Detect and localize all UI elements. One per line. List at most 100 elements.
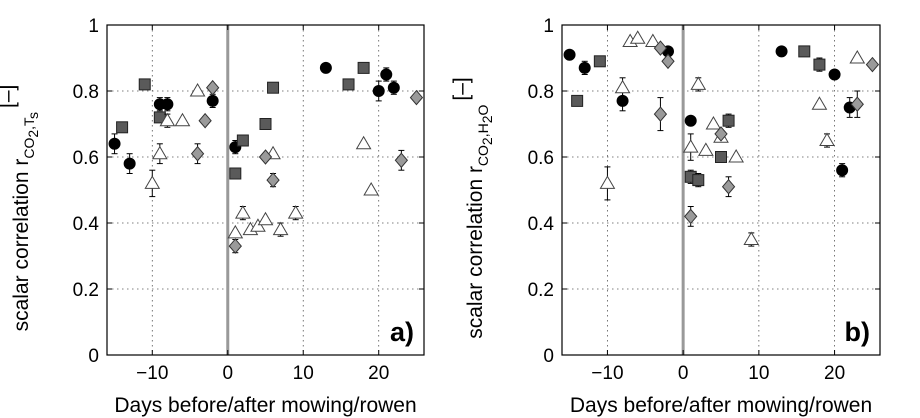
y-tick-label: 0 [543, 346, 554, 367]
data-point-triangle [272, 221, 289, 236]
series-diamond [190, 79, 424, 254]
y-axis-label-part: 2 [25, 130, 41, 138]
series-diamond [653, 40, 880, 227]
data-point-diamond [409, 89, 424, 106]
data-point-triangle [189, 83, 206, 97]
y-axis-label-part: ,T [21, 117, 37, 130]
data-point-square [692, 174, 705, 187]
plot-frame [561, 24, 881, 356]
data-point-diamond [850, 96, 864, 112]
data-point-diamond [684, 208, 698, 225]
panel-label: b) [845, 317, 870, 347]
data-point-triangle [159, 112, 176, 127]
y-axis-label-part: O [475, 104, 491, 115]
y-axis-label-part: 2 [479, 115, 495, 123]
data-point-square [357, 61, 370, 74]
data-point-circle [372, 85, 385, 97]
y-tick-label: 0.6 [528, 148, 554, 169]
data-point-square [342, 78, 355, 91]
data-point-circle [319, 61, 332, 74]
x-tick-label: −10 [591, 363, 623, 384]
data-point-square [259, 118, 272, 130]
data-point-diamond [206, 79, 220, 96]
data-point-square [236, 134, 249, 147]
series-circle [563, 45, 856, 178]
data-point-triangle [174, 112, 191, 127]
x-tick-label: −10 [136, 363, 168, 384]
data-point-circle [828, 68, 841, 81]
y-tick-label: 0.8 [528, 82, 554, 103]
data-point-triangle [599, 175, 616, 189]
data-point-triangle [144, 175, 161, 189]
data-point-triangle [728, 149, 745, 163]
x-tick-label: 10 [293, 363, 314, 384]
data-point-diamond [228, 238, 242, 254]
data-point-diamond [865, 56, 880, 73]
data-point-square [116, 121, 129, 134]
series-square [116, 61, 370, 180]
data-point-triangle [705, 116, 722, 130]
data-point-circle [563, 48, 576, 61]
panel-b: 0 0.2 0.4 0.6 0.8 1 −10 0 10 20 Days before/after … [450, 16, 881, 417]
data-point-triangle [234, 205, 251, 219]
data-point-diamond [394, 152, 409, 169]
data-point-square [813, 58, 826, 71]
data-point-triangle [355, 135, 372, 150]
data-point-triangle [151, 145, 168, 160]
y-tick-label: 0 [88, 346, 99, 367]
data-point-circle [578, 61, 591, 74]
series-triangle [599, 30, 866, 247]
data-point-circle [108, 137, 121, 150]
data-point-square [798, 45, 811, 58]
plot-frame [106, 24, 425, 356]
data-point-triangle [287, 205, 304, 219]
data-point-diamond [714, 126, 728, 142]
data-point-diamond [661, 53, 675, 70]
data-point-triangle [849, 50, 866, 64]
data-point-triangle [629, 30, 646, 44]
y-tick-label: 1 [88, 16, 99, 37]
data-point-circle [684, 114, 697, 127]
y-axis-label-part: s [25, 112, 41, 119]
data-point-square [267, 81, 280, 94]
series-triangle [144, 83, 380, 239]
y-axis-label-part: 2 [479, 137, 495, 145]
panel-label: a) [390, 317, 414, 347]
data-point-diamond [266, 172, 280, 188]
data-point-circle [775, 45, 788, 58]
y-axis-label: scalar correlation rCO2,H2O[–] [450, 77, 495, 339]
data-point-circle [123, 157, 136, 170]
data-point-circle [836, 164, 849, 177]
data-point-triangle [227, 224, 244, 239]
y-axis-label-part: CO [475, 145, 491, 166]
data-point-triangle [819, 132, 835, 146]
data-point-circle [161, 98, 174, 111]
data-point-diamond [258, 149, 273, 165]
data-point-diamond [198, 112, 212, 129]
y-tick-label: 0.8 [73, 82, 99, 103]
data-point-square [593, 55, 606, 68]
data-point-triangle [363, 182, 380, 196]
x-axis-label: Days before/after mowing/rowen [570, 394, 872, 417]
data-point-triangle [811, 96, 828, 110]
data-point-triangle [697, 142, 714, 156]
data-point-circle [380, 68, 393, 81]
data-point-triangle [250, 218, 266, 232]
data-point-square [715, 151, 727, 163]
y-tick-label: 0.4 [73, 214, 100, 235]
data-point-triangle [614, 79, 631, 94]
series-square [571, 45, 826, 188]
y-axis-label-part: scalar correlation r [464, 166, 487, 339]
x-tick-label: 20 [368, 363, 389, 384]
data-point-triangle [257, 211, 274, 226]
data-point-circle [387, 81, 400, 94]
x-tick-label: 20 [824, 363, 845, 384]
y-axis-label-part: CO [21, 138, 37, 159]
data-point-diamond [653, 106, 668, 122]
x-tick-label: 0 [678, 363, 689, 384]
y-axis-label-part: [–] [450, 77, 473, 100]
data-point-diamond [721, 178, 736, 195]
y-tick-label: 0.2 [528, 280, 554, 301]
data-point-triangle [644, 33, 661, 47]
